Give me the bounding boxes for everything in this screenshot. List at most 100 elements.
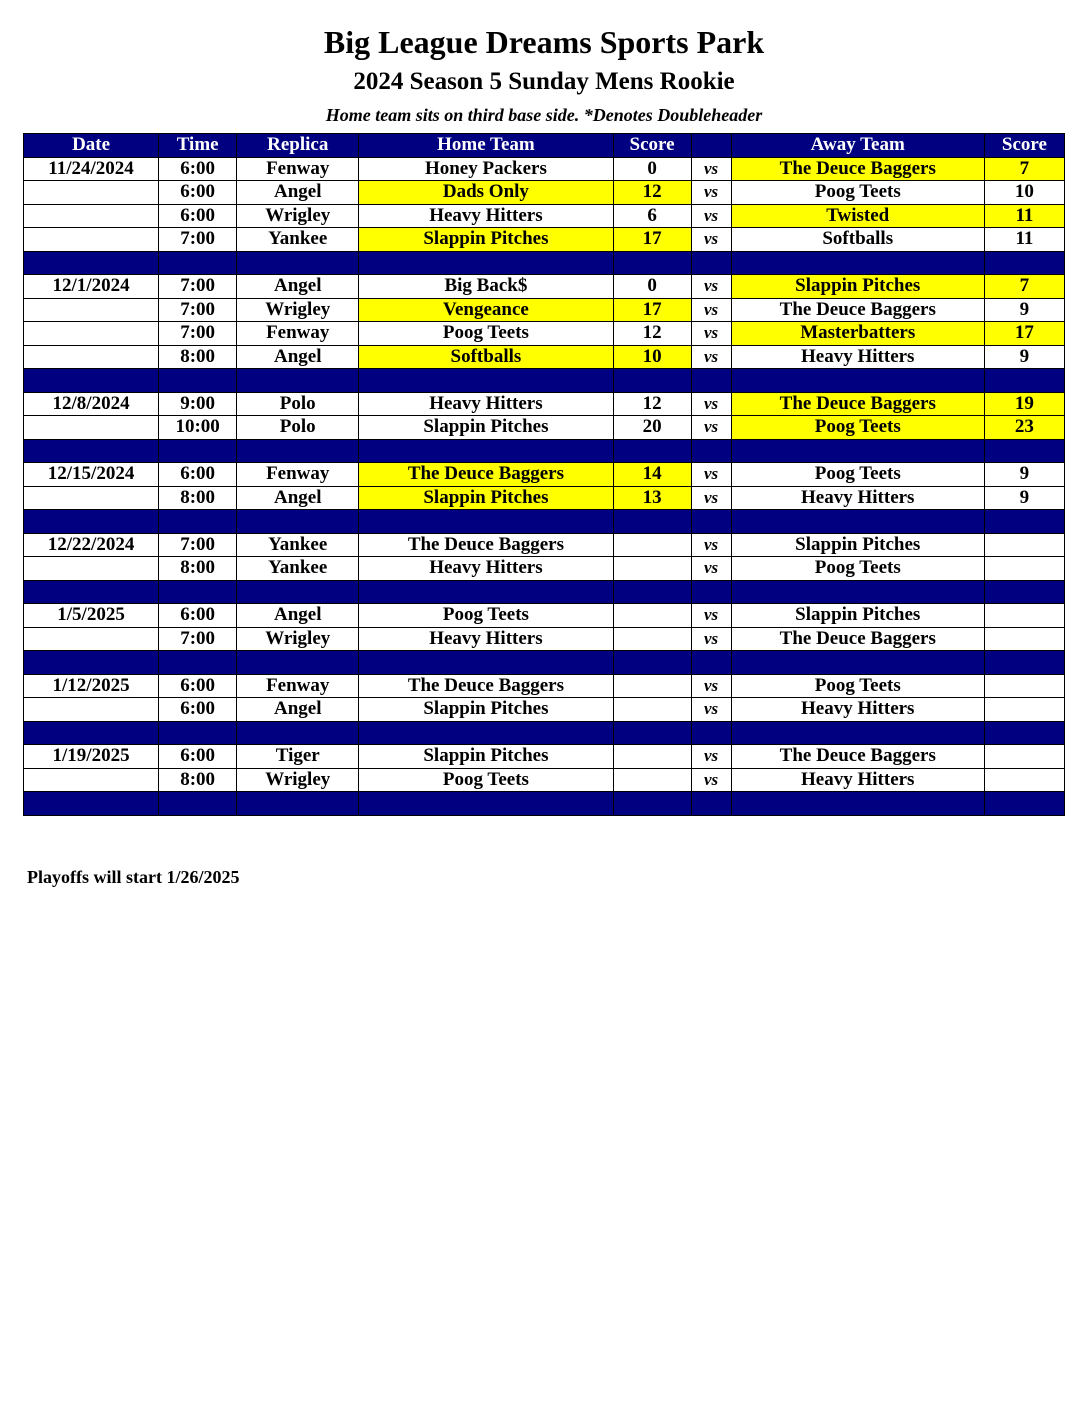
home-team-cell: Heavy Hitters bbox=[358, 203, 614, 228]
replica-cell: Polo bbox=[236, 415, 360, 440]
page-title: Big League Dreams Sports Park bbox=[323, 24, 765, 60]
vs-cell: vs bbox=[690, 767, 732, 792]
home-team-cell: Heavy Hitters bbox=[358, 556, 614, 581]
table-row: 12/1/2024 7:00 Angel Big Back$ 0 vs Slappin Pi… bbox=[22, 274, 1066, 299]
date-cell bbox=[22, 556, 160, 581]
separator-cell bbox=[358, 509, 614, 534]
time-cell: 6:00 bbox=[158, 603, 238, 628]
date-cell: 12/8/2024 bbox=[22, 391, 160, 416]
header-away-score: Score bbox=[983, 133, 1066, 158]
home-team-cell: Poog Teets bbox=[358, 603, 614, 628]
header-time: Time bbox=[158, 133, 238, 158]
separator-cell bbox=[158, 791, 238, 816]
vs-cell: vs bbox=[690, 532, 732, 557]
table-row: 1/5/2025 6:00 Angel Poog Teets vs Slappin Pit… bbox=[22, 603, 1066, 628]
separator-cell bbox=[730, 720, 985, 745]
separator-cell bbox=[358, 579, 614, 604]
away-score-cell: 23 bbox=[983, 415, 1066, 440]
time-cell: 8:00 bbox=[158, 556, 238, 581]
away-score-cell bbox=[983, 626, 1066, 651]
vs-cell: vs bbox=[690, 673, 732, 698]
separator-cell bbox=[983, 250, 1066, 275]
header-date: Date bbox=[22, 133, 160, 158]
time-cell: 9:00 bbox=[158, 391, 238, 416]
away-score-cell: 10 bbox=[983, 180, 1066, 205]
away-team-cell: Poog Teets bbox=[730, 556, 985, 581]
time-cell: 8:00 bbox=[158, 767, 238, 792]
header-home-team: Home Team bbox=[358, 133, 614, 158]
away-team-cell: The Deuce Baggers bbox=[730, 744, 985, 769]
separator-cell bbox=[236, 250, 360, 275]
time-cell: 7:00 bbox=[158, 274, 238, 299]
home-score-cell: 0 bbox=[612, 156, 692, 181]
separator-cell bbox=[612, 368, 692, 393]
time-cell: 6:00 bbox=[158, 203, 238, 228]
away-team-cell: Poog Teets bbox=[730, 462, 985, 487]
date-cell: 1/5/2025 bbox=[22, 603, 160, 628]
time-cell: 7:00 bbox=[158, 532, 238, 557]
replica-cell: Angel bbox=[236, 180, 360, 205]
separator-cell bbox=[612, 509, 692, 534]
separator-cell bbox=[983, 650, 1066, 675]
away-team-cell: Heavy Hitters bbox=[730, 344, 985, 369]
vs-cell: vs bbox=[690, 321, 732, 346]
table-row: 12/15/2024 6:00 Fenway The Deuce Baggers 14 v… bbox=[22, 462, 1066, 487]
home-team-cell: Poog Teets bbox=[358, 321, 614, 346]
home-team-cell: The Deuce Baggers bbox=[358, 532, 614, 557]
date-cell: 11/24/2024 bbox=[22, 156, 160, 181]
separator-row bbox=[22, 509, 1066, 534]
date-cell bbox=[22, 767, 160, 792]
date-cell: 12/22/2024 bbox=[22, 532, 160, 557]
separator-cell bbox=[358, 791, 614, 816]
home-score-cell bbox=[612, 603, 692, 628]
separator-cell bbox=[730, 368, 985, 393]
separator-cell bbox=[983, 438, 1066, 463]
home-team-cell: Heavy Hitters bbox=[358, 391, 614, 416]
separator-cell bbox=[612, 720, 692, 745]
replica-cell: Wrigley bbox=[236, 297, 360, 322]
separator-cell bbox=[236, 791, 360, 816]
header-row: Date Time Replica Home Team Score Away T… bbox=[22, 133, 1066, 158]
table-row: 7:00 Yankee Slappin Pitches 17 vs Softballs 11 bbox=[22, 227, 1066, 252]
separator-cell bbox=[158, 368, 238, 393]
date-cell: 1/12/2025 bbox=[22, 673, 160, 698]
home-team-cell: Poog Teets bbox=[358, 767, 614, 792]
separator-cell bbox=[358, 368, 614, 393]
replica-cell: Angel bbox=[236, 485, 360, 510]
away-team-cell: Slappin Pitches bbox=[730, 603, 985, 628]
vs-cell: vs bbox=[690, 556, 732, 581]
home-team-cell: Slappin Pitches bbox=[358, 227, 614, 252]
separator-cell bbox=[690, 250, 732, 275]
separator-cell bbox=[983, 579, 1066, 604]
vs-cell: vs bbox=[690, 415, 732, 440]
separator-cell bbox=[158, 509, 238, 534]
home-team-cell: Vengeance bbox=[358, 297, 614, 322]
vs-cell: vs bbox=[690, 180, 732, 205]
separator-cell bbox=[690, 720, 732, 745]
replica-cell: Angel bbox=[236, 603, 360, 628]
away-score-cell: 19 bbox=[983, 391, 1066, 416]
date-cell bbox=[22, 227, 160, 252]
vs-cell: vs bbox=[690, 603, 732, 628]
replica-cell: Angel bbox=[236, 274, 360, 299]
table-row: 8:00 Yankee Heavy Hitters vs Poog Teets bbox=[22, 556, 1066, 581]
separator-cell bbox=[612, 579, 692, 604]
home-team-cell: The Deuce Baggers bbox=[358, 673, 614, 698]
home-score-cell: 12 bbox=[612, 321, 692, 346]
date-cell bbox=[22, 697, 160, 722]
away-team-cell: Twisted bbox=[730, 203, 985, 228]
separator-cell bbox=[22, 368, 160, 393]
separator-cell bbox=[22, 438, 160, 463]
separator-cell bbox=[983, 720, 1066, 745]
home-team-cell: Slappin Pitches bbox=[358, 744, 614, 769]
table-row: 6:00 Wrigley Heavy Hitters 6 vs Twisted 11 bbox=[22, 203, 1066, 228]
table-row: 7:00 Wrigley Vengeance 17 vs The Deuce Bagger… bbox=[22, 297, 1066, 322]
separator-cell bbox=[983, 509, 1066, 534]
replica-cell: Wrigley bbox=[236, 203, 360, 228]
table-row: 8:00 Angel Softballs 10 vs Heavy Hitters 9 bbox=[22, 344, 1066, 369]
vs-cell: vs bbox=[690, 697, 732, 722]
replica-cell: Yankee bbox=[236, 556, 360, 581]
header-vs bbox=[690, 133, 732, 158]
home-score-cell bbox=[612, 532, 692, 557]
time-cell: 6:00 bbox=[158, 156, 238, 181]
